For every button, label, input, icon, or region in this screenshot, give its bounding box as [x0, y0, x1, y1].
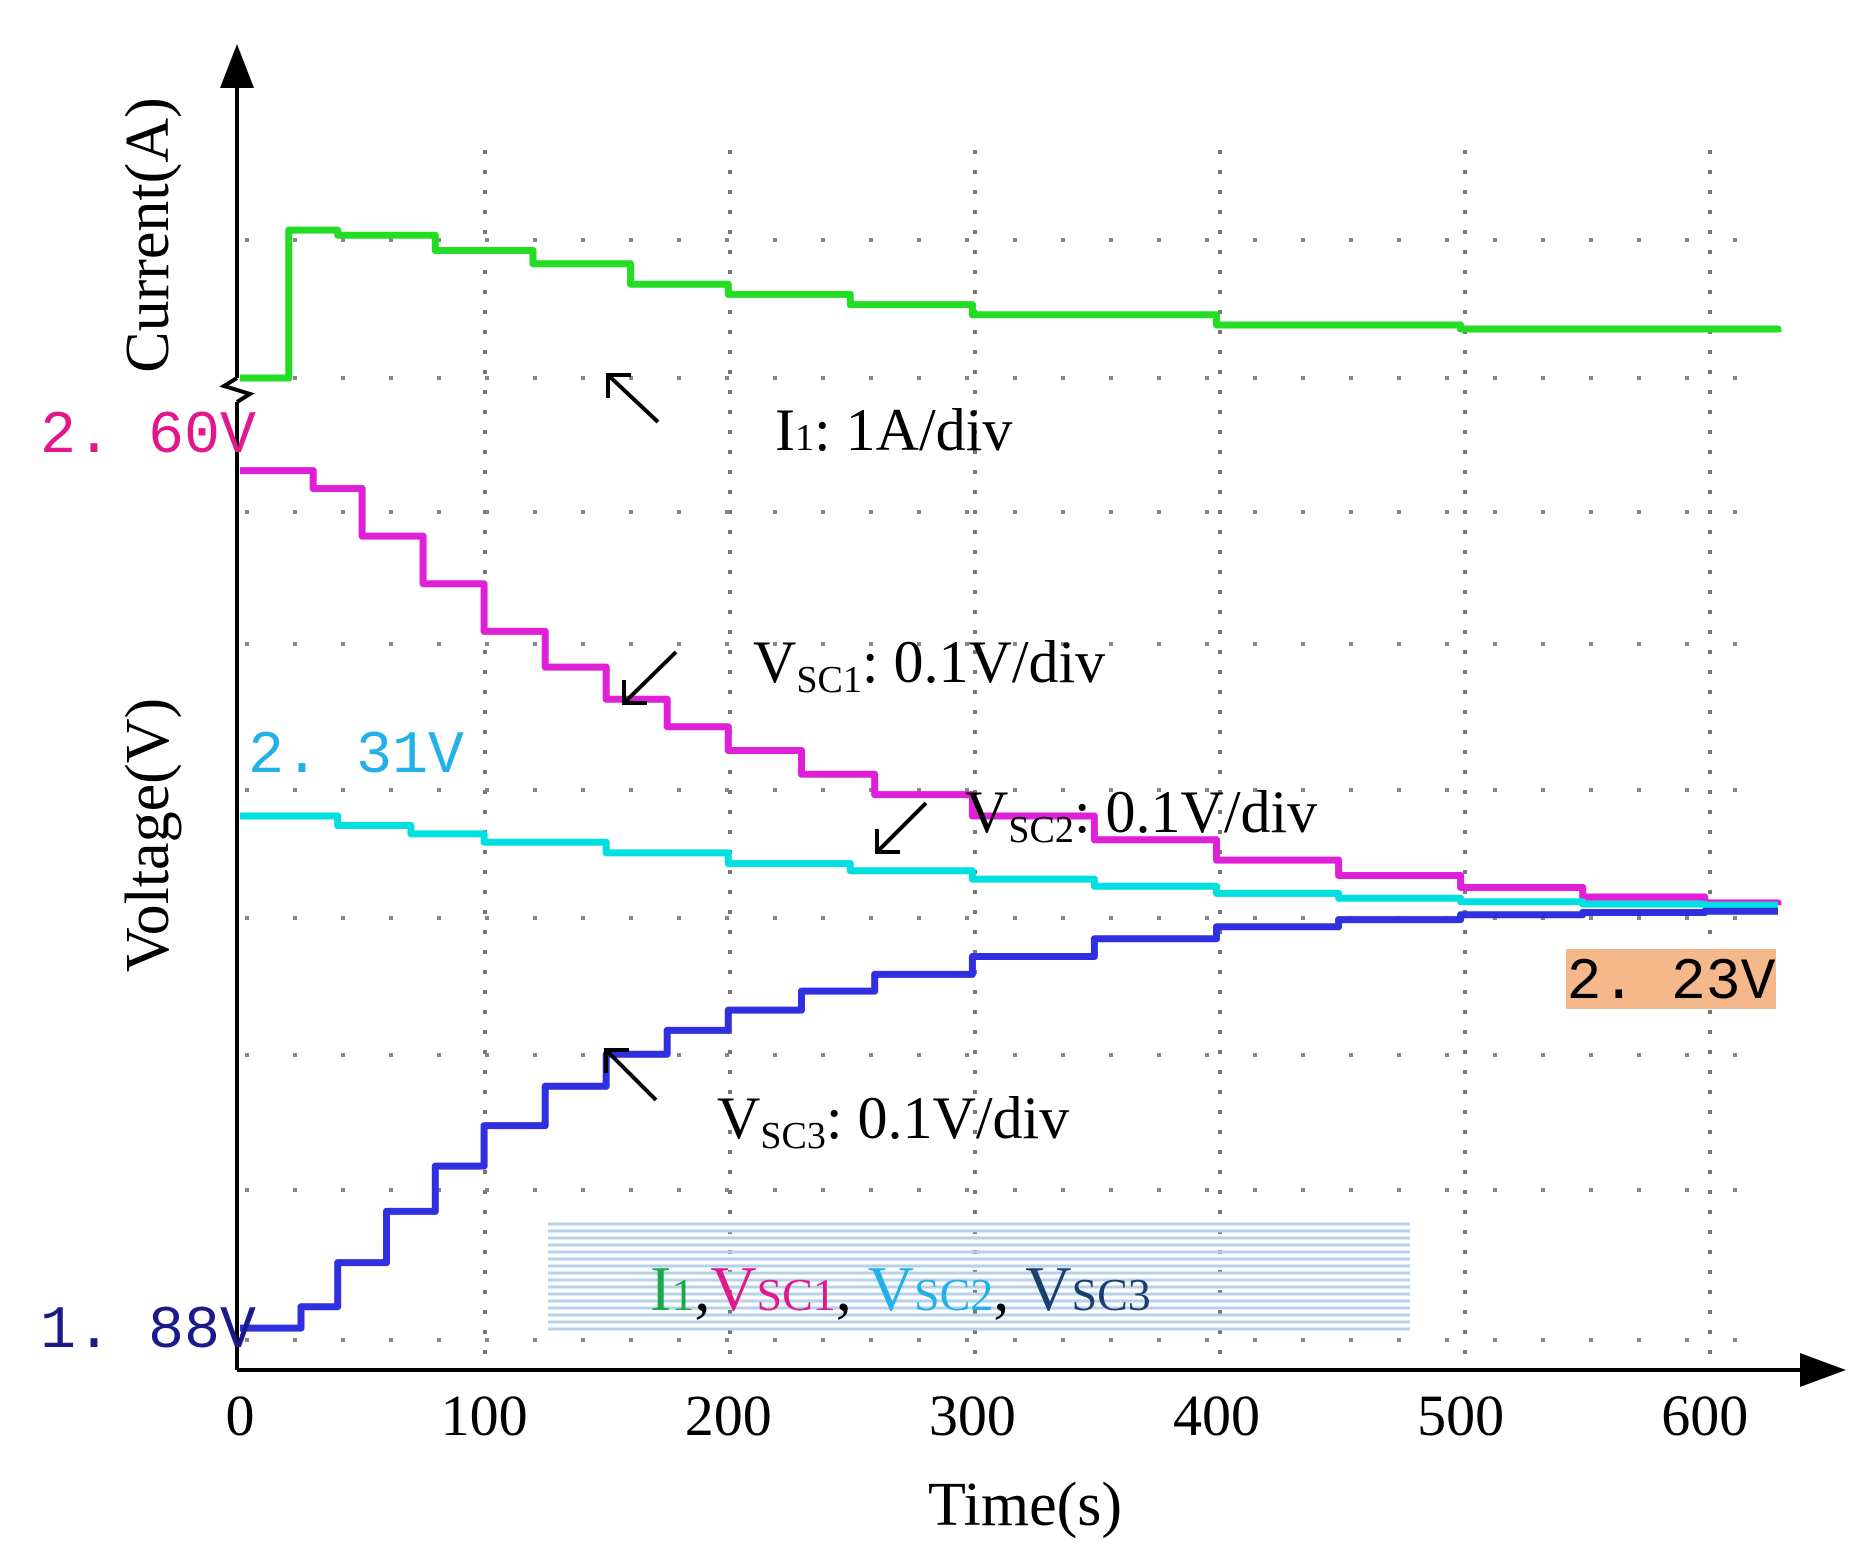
x-tick-labels: 0 100 200 300 400 500 600	[226, 1383, 1749, 1448]
annotation-vsc2-main: V	[965, 779, 1008, 845]
grid	[245, 150, 1778, 1365]
legend: I1,VSC1, VSC2, VSC3	[548, 1222, 1410, 1331]
annotation-vsc2-tail: : 0.1V/div	[1074, 779, 1317, 845]
series-vsc1	[240, 467, 1782, 907]
annotation-vsc1-main: V	[753, 629, 796, 695]
annotation-vsc3-tail: : 0.1V/div	[826, 1085, 1069, 1151]
series-vsc2	[240, 812, 1778, 909]
legend-vsc2-sub: SC2	[914, 1269, 993, 1320]
legend-i1-main: I	[650, 1253, 671, 1324]
legend-background	[548, 1222, 1410, 1331]
x-tick-label: 300	[929, 1383, 1016, 1448]
x-tick-label: 200	[685, 1383, 772, 1448]
y-axis-arrowhead	[220, 44, 254, 88]
axes	[219, 80, 1810, 1372]
annotation-i1-sub: 1	[795, 417, 814, 459]
annotation-i1-main: I	[775, 397, 795, 463]
x-tick-label: 0	[226, 1383, 255, 1448]
legend-vsc1-sub: SC1	[757, 1269, 836, 1320]
legend-sep-2: ,	[836, 1253, 852, 1324]
annotation-i1-tail: : 1A/div	[814, 397, 1012, 463]
x-tick-label: 600	[1661, 1383, 1748, 1448]
annotation-vsc1-tail: : 0.1V/div	[862, 629, 1105, 695]
legend-sep-3: ,	[993, 1253, 1009, 1324]
annotation-vsc3-sub: SC3	[760, 1115, 825, 1157]
label-vsc2-start: 2. 31V	[248, 723, 464, 791]
arrow-i1	[606, 373, 660, 424]
annotation-vsc1-sub: SC1	[796, 659, 861, 701]
legend-sep-1: ,	[694, 1253, 710, 1324]
annotation-vsc1: VSC1: 0.1V/div	[753, 629, 1105, 701]
annotation-arrows	[604, 373, 928, 1102]
x-tick-label: 400	[1173, 1383, 1260, 1448]
y-axis-title-current: Current(A)	[114, 97, 182, 372]
annotation-vsc3-main: V	[717, 1085, 760, 1151]
legend-vsc3-main: V	[1025, 1253, 1071, 1324]
legend-vsc2-main: V	[868, 1253, 914, 1324]
legend-vsc3-sub: SC3	[1072, 1269, 1151, 1320]
x-tick-label: 100	[441, 1383, 528, 1448]
x-axis-arrowhead	[1800, 1353, 1846, 1387]
arrow-vsc2	[875, 801, 928, 854]
axis-break	[219, 376, 255, 404]
legend-vsc1-main: V	[710, 1253, 756, 1324]
label-final: 2. 23V	[1567, 951, 1776, 1016]
annotation-vsc3: VSC3: 0.1V/div	[717, 1085, 1069, 1157]
y-axis-title-voltage: Voltage(V)	[114, 698, 182, 972]
legend-text: I1,VSC1, VSC2, VSC3	[650, 1253, 1151, 1324]
label-vsc1-start: 2. 60V	[40, 403, 256, 471]
annotation-vsc2: VSC2: 0.1V/div	[965, 779, 1317, 851]
arrow-vsc3	[604, 1048, 658, 1102]
arrow-vsc1	[622, 650, 678, 705]
series-i1	[240, 226, 1782, 382]
x-axis-title: Time(s)	[928, 1471, 1122, 1539]
series-layer	[240, 226, 1782, 1332]
final-label-background	[1566, 949, 1776, 1009]
legend-i1-sub: 1	[671, 1269, 694, 1320]
annotation-i1: I1: 1A/div	[775, 397, 1012, 463]
annotation-vsc2-sub: SC2	[1008, 809, 1073, 851]
x-tick-label: 500	[1417, 1383, 1504, 1448]
label-vsc3-start: 1. 88V	[40, 1298, 256, 1366]
series-vsc3	[240, 907, 1778, 1332]
